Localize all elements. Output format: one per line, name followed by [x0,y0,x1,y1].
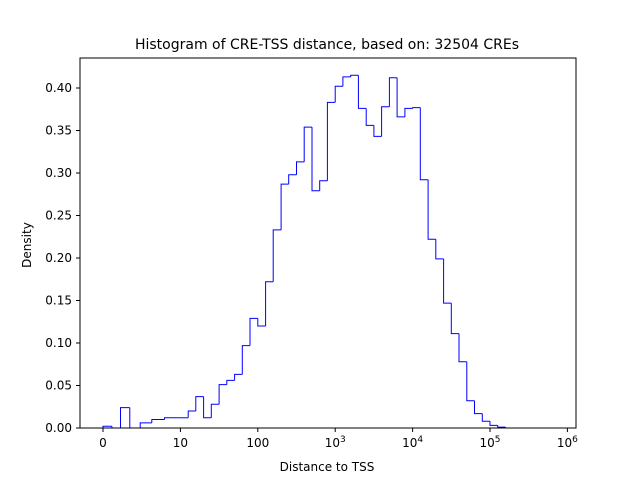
histogram-bin [450,303,459,335]
histogram-bin [139,422,152,428]
y-tick-label: 0.00 [45,421,72,435]
histogram-bin [187,410,196,418]
histogram-bin [164,417,181,420]
histogram-bin [319,180,328,191]
histogram-bin [381,106,390,137]
histogram-bin [365,108,374,126]
histogram-bin [334,85,343,103]
histogram-bin [195,396,204,411]
histogram-bin [412,107,421,109]
histogram-bin [326,101,336,181]
histogram-bin [443,258,452,304]
histogram-bin [226,379,235,385]
histogram-bin [296,161,305,175]
histogram-bin [218,384,227,405]
x-tick-label: 103 [325,435,346,450]
histogram-bin [396,77,405,118]
y-tick-label: 0.25 [45,209,72,223]
chart-title: Histogram of CRE-TSS distance, based on:… [135,37,519,53]
histogram-bin [388,77,398,107]
y-tick-label: 0.10 [45,336,72,350]
histogram-bin [303,126,312,162]
histogram-bin [342,76,351,87]
histogram-bin [489,421,498,426]
y-tick-label: 0.20 [45,251,72,265]
histogram-bin [272,229,282,282]
histogram-bin [497,425,506,428]
histogram-bin [280,183,289,230]
y-tick-label: 0.30 [45,166,72,180]
histogram-bin [151,419,165,423]
x-tick-label: 100 [246,436,269,450]
histogram-bin [435,239,444,260]
x-tick-label: 0 [99,436,107,450]
histogram-bin [241,345,250,375]
histogram-bin [288,174,297,185]
histogram-bin [203,396,212,419]
histogram-bin [481,413,490,422]
y-tick-label: 0.05 [45,379,72,393]
y-tick-label: 0.40 [45,81,72,95]
histogram-bin [419,107,429,181]
histogram-bin [474,400,483,415]
histogram-bin [373,125,382,137]
histogram-bin [265,281,274,326]
histogram-bin [257,318,266,327]
plot-frame [79,57,577,429]
x-axis: 0 10 100 103 104 105 106 [99,428,578,450]
histogram-bin [458,333,467,363]
y-tick-label: 0.15 [45,294,72,308]
histogram-bin [404,107,413,117]
histogram-bin [357,75,367,109]
histogram-bin [210,403,220,418]
histogram-bin [102,425,112,428]
histogram-bin [350,74,359,77]
histogram-bin [311,127,320,192]
x-tick-label: 10 [173,436,188,450]
histogram-bin [427,179,436,240]
x-tick-label: 106 [557,435,578,450]
x-tick-label: 104 [402,435,423,450]
histogram-bin [120,407,130,428]
x-axis-title: Distance to TSS [280,460,375,474]
histogram-bin [234,373,243,381]
plot-area [79,57,577,429]
y-tick-label: 0.35 [45,124,72,138]
histogram-bin [466,361,475,402]
y-axis-title: Density [20,222,34,268]
y-axis: 0.00 0.05 0.10 0.15 0.20 0.25 0.30 0.35 0.40 [45,81,80,435]
histogram-bin [249,317,258,346]
x-tick-label: 105 [479,435,500,450]
